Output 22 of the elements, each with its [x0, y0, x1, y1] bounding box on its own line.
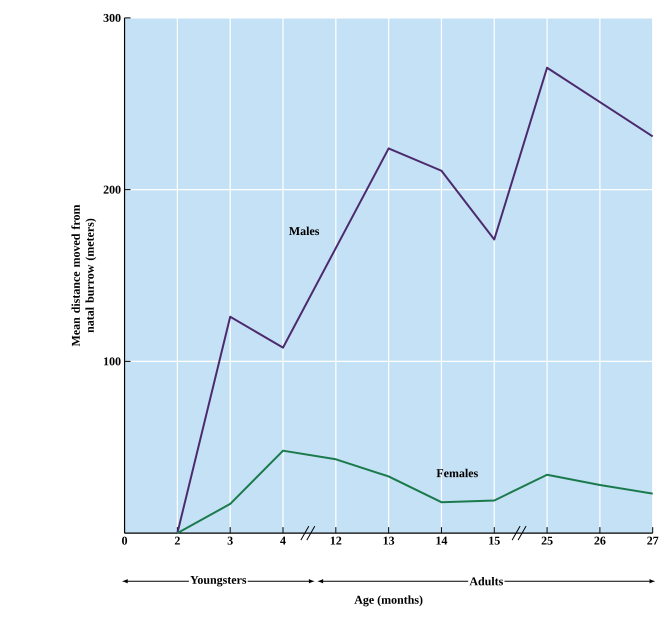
- x-tick-label: 2: [174, 536, 180, 545]
- y-axis-title: Mean distance moved from natal burrow (meters): [71, 204, 96, 346]
- x-tick-label: 12: [330, 536, 342, 545]
- x-tick-label: 4: [280, 536, 286, 545]
- x-tick-label: 0: [122, 536, 128, 545]
- x-tick-label: 27: [647, 536, 658, 545]
- y-tick-label: 300: [104, 14, 121, 22]
- x-tick-label: 15: [489, 536, 500, 545]
- x-tick-label: 3: [228, 536, 233, 545]
- series-label: Males: [289, 226, 320, 236]
- y-tick-label: 200: [104, 186, 121, 194]
- x-tick-label: 26: [594, 536, 606, 545]
- series-label: Females: [436, 468, 478, 478]
- line-series: [176, 66, 654, 534]
- x-axis-title: Age (months): [354, 596, 422, 606]
- text: Youngsters: [190, 576, 246, 587]
- y-tick-label: 100: [104, 357, 121, 366]
- x-tick-label: 25: [542, 536, 553, 545]
- x-tick-label: 13: [384, 536, 394, 545]
- text: Adults: [470, 577, 503, 586]
- x-tick-label: 14: [436, 536, 448, 545]
- line-series: [176, 450, 654, 534]
